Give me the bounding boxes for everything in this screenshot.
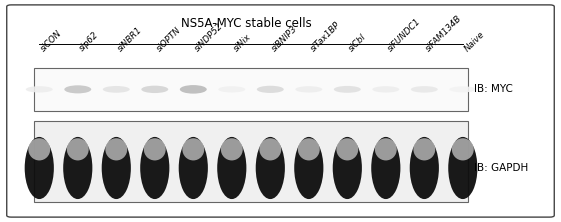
Text: siNDP52: siNDP52 [194, 21, 226, 53]
Ellipse shape [182, 138, 204, 161]
Ellipse shape [413, 138, 435, 161]
Ellipse shape [298, 138, 320, 161]
Ellipse shape [448, 137, 477, 199]
Ellipse shape [371, 137, 401, 199]
Ellipse shape [221, 138, 243, 161]
Ellipse shape [28, 138, 50, 161]
Text: siFAM134B: siFAM134B [424, 13, 464, 53]
Text: NS5A-MYC stable cells: NS5A-MYC stable cells [181, 17, 312, 30]
Ellipse shape [65, 85, 91, 93]
Text: Naive: Naive [463, 29, 486, 53]
Ellipse shape [141, 86, 168, 93]
Ellipse shape [337, 138, 358, 161]
Ellipse shape [217, 137, 246, 199]
Ellipse shape [144, 138, 165, 161]
Ellipse shape [140, 137, 169, 199]
Ellipse shape [333, 137, 362, 199]
FancyBboxPatch shape [7, 5, 554, 217]
Bar [34, 68, 468, 111]
Ellipse shape [449, 86, 476, 92]
Ellipse shape [180, 85, 207, 94]
Ellipse shape [25, 137, 54, 199]
Ellipse shape [63, 137, 93, 199]
Ellipse shape [452, 138, 473, 161]
Text: IB: MYC: IB: MYC [474, 84, 513, 94]
Text: siNBR1: siNBR1 [116, 25, 144, 53]
Ellipse shape [67, 138, 89, 161]
Text: siCON: siCON [39, 28, 64, 53]
Ellipse shape [102, 137, 131, 199]
Ellipse shape [218, 86, 245, 93]
Ellipse shape [294, 137, 323, 199]
Ellipse shape [295, 86, 322, 93]
Text: sip62: sip62 [78, 30, 100, 53]
Text: siCbl: siCbl [347, 32, 369, 53]
Ellipse shape [257, 86, 284, 93]
Ellipse shape [26, 86, 53, 93]
Ellipse shape [259, 138, 281, 161]
Text: siOPTN: siOPTN [155, 25, 183, 53]
Text: IB: GAPDH: IB: GAPDH [474, 163, 528, 173]
Text: siBNIP3: siBNIP3 [270, 24, 300, 53]
Bar [34, 121, 468, 202]
Text: siNix: siNix [232, 32, 253, 53]
Ellipse shape [103, 86, 130, 93]
Ellipse shape [334, 86, 361, 93]
Text: siTax1BP: siTax1BP [309, 20, 342, 53]
Ellipse shape [410, 137, 439, 199]
Ellipse shape [256, 137, 285, 199]
Ellipse shape [373, 86, 399, 93]
Ellipse shape [105, 138, 127, 161]
Ellipse shape [179, 137, 208, 199]
Ellipse shape [375, 138, 397, 161]
Text: siFUNDC1: siFUNDC1 [386, 16, 422, 53]
Ellipse shape [411, 86, 438, 93]
